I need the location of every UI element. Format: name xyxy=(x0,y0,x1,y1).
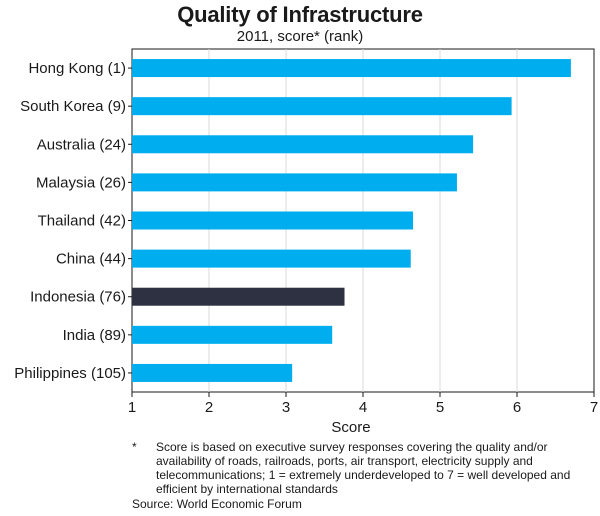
bar-0 xyxy=(132,59,571,78)
bar-8 xyxy=(132,363,293,382)
source-note: Source: World Economic Forum xyxy=(132,497,302,511)
bar-3 xyxy=(132,173,457,192)
bar-1 xyxy=(132,97,512,116)
bar-2 xyxy=(132,135,474,154)
category-label-4: Thailand (42) xyxy=(38,213,126,230)
x-tick-label-1: 1 xyxy=(128,399,136,416)
x-tick-label-4: 4 xyxy=(359,399,367,416)
x-tick-label-5: 5 xyxy=(436,399,444,416)
bar-5 xyxy=(132,249,411,268)
chart-title: Quality of Infrastructure xyxy=(177,2,423,27)
category-label-1: South Korea (9) xyxy=(20,98,126,115)
category-label-3: Malaysia (26) xyxy=(36,174,126,191)
category-label-2: Australia (24) xyxy=(37,136,126,153)
category-label-6: Indonesia (76) xyxy=(30,289,126,306)
category-label-0: Hong Kong (1) xyxy=(28,60,126,77)
x-tick-label-2: 2 xyxy=(205,399,213,416)
footnote-text: Score is based on executive survey respo… xyxy=(156,440,571,496)
x-axis-label: Score xyxy=(331,419,370,436)
category-label-8: Philippines (105) xyxy=(14,365,126,382)
bar-4 xyxy=(132,211,414,230)
footnote-marker: * xyxy=(132,440,137,454)
chart-subtitle: 2011, score* (rank) xyxy=(236,28,364,45)
x-tick-label-7: 7 xyxy=(590,399,598,416)
x-tick-label-6: 6 xyxy=(513,399,521,416)
x-tick-label-3: 3 xyxy=(282,399,290,416)
bar-6 xyxy=(132,287,345,306)
bar-7 xyxy=(132,325,333,344)
category-label-7: India (89) xyxy=(63,327,126,344)
category-label-5: China (44) xyxy=(56,251,126,268)
